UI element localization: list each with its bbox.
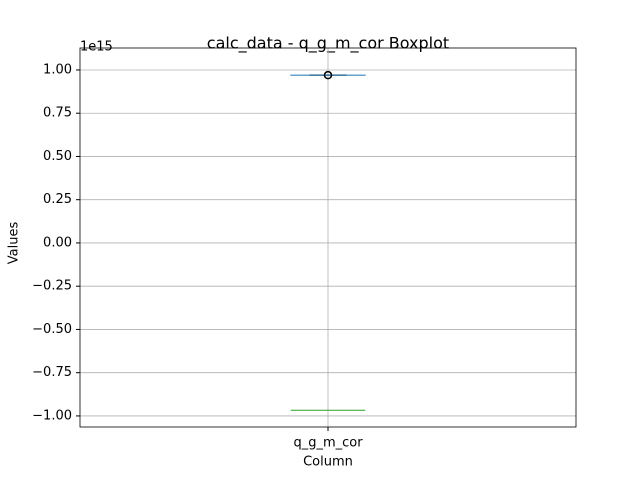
- y-tick-label: −0.75: [32, 365, 72, 380]
- y-tick-label: 0.00: [43, 235, 72, 250]
- x-tick-label: q_g_m_cor: [293, 436, 363, 451]
- y-tick-label: 0.75: [43, 106, 72, 121]
- y-tick-label: 0.25: [43, 192, 72, 207]
- chart-title: calc_data - q_g_m_cor Boxplot: [207, 34, 449, 54]
- plot-frame: [79, 47, 577, 428]
- x-axis-label: Column: [303, 455, 353, 470]
- y-tick-label: 0.50: [43, 149, 72, 164]
- y-tick-label: 1.00: [43, 62, 72, 77]
- y-tick-label: −1.00: [32, 408, 72, 423]
- y-tick-label: −0.50: [32, 322, 72, 337]
- y-tick-label: −0.25: [32, 279, 72, 294]
- flier: [323, 70, 333, 80]
- y-axis-label: Values: [7, 222, 22, 265]
- y-offset-label: 1e15: [80, 40, 113, 55]
